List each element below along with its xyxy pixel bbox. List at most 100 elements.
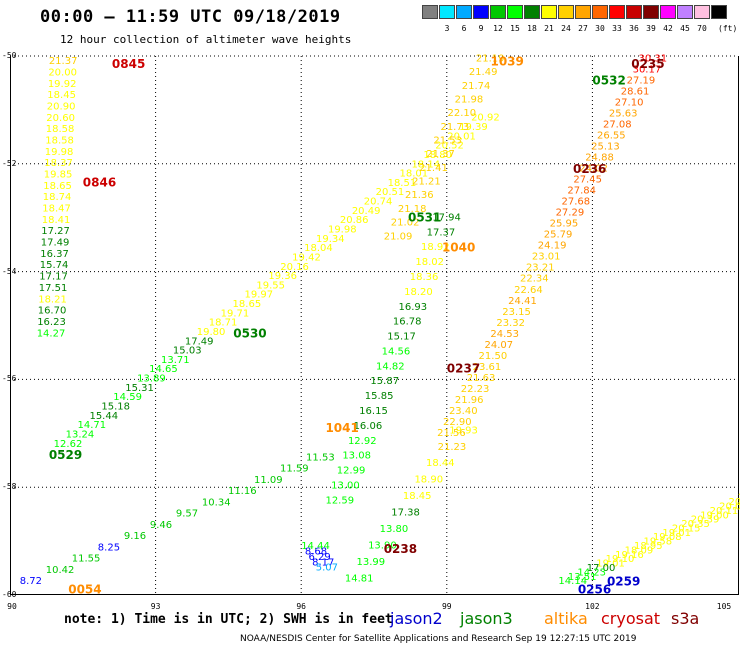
wave-height-value: 11.55 bbox=[72, 554, 101, 565]
wave-height-value: 21.53 bbox=[433, 135, 462, 146]
scale-label: 33 bbox=[612, 24, 622, 33]
wave-height-value: 20.49 bbox=[352, 206, 381, 217]
wave-height-value: 18.95 bbox=[634, 541, 663, 552]
lat-tick-label: -50 bbox=[2, 51, 17, 60]
wave-height-value: 24.19 bbox=[538, 241, 567, 252]
scale-swatch bbox=[711, 5, 727, 19]
wave-height-value: 27.29 bbox=[556, 208, 585, 219]
wave-height-value: 16.23 bbox=[37, 317, 66, 328]
wave-height-value: 21.63 bbox=[467, 373, 496, 384]
scale-swatch bbox=[473, 5, 489, 19]
wave-height-value: 12.99 bbox=[337, 466, 366, 477]
wave-height-value: 19.71 bbox=[221, 308, 250, 319]
wave-height-value: 19.34 bbox=[316, 234, 345, 245]
pass-time-label: 1041 bbox=[325, 421, 358, 435]
wave-height-value: 21.18 bbox=[398, 204, 427, 215]
wave-height-value: 20.74 bbox=[364, 197, 393, 208]
wave-height-value: 13.99 bbox=[356, 557, 385, 568]
wave-height-value: 18.92 bbox=[421, 242, 450, 253]
scale-swatch bbox=[609, 5, 625, 19]
wave-height-value: 27.45 bbox=[573, 175, 602, 186]
wave-height-value: 21.74 bbox=[462, 81, 491, 92]
wave-height-value: 22.64 bbox=[514, 285, 543, 296]
wave-height-value: 12.92 bbox=[348, 436, 377, 447]
scale-swatch bbox=[643, 5, 659, 19]
wave-height-value: 20.35 bbox=[681, 519, 710, 530]
wave-height-value: 15.03 bbox=[173, 346, 202, 357]
wave-height-value: 18.45 bbox=[47, 90, 76, 101]
wave-height-value: 16.37 bbox=[40, 249, 69, 260]
wave-height-value: 10.42 bbox=[46, 565, 75, 576]
wave-height-value: 21.56 bbox=[437, 428, 466, 439]
scale-label: 12 bbox=[493, 24, 503, 33]
wave-height-value: 18.36 bbox=[410, 272, 439, 283]
scale-swatch bbox=[541, 5, 557, 19]
scale-label: 42 bbox=[663, 24, 673, 33]
wave-height-value: 19.85 bbox=[44, 169, 73, 180]
wave-height-value: 25.79 bbox=[544, 230, 573, 241]
lon-tick-label: 105 bbox=[716, 602, 732, 611]
wave-height-value: 20.01 bbox=[447, 131, 476, 142]
lon-tick-label: 102 bbox=[585, 602, 600, 611]
wave-height-value: 23.61 bbox=[473, 362, 502, 373]
pass-time-label: 0845 bbox=[112, 57, 145, 71]
scale-swatch bbox=[507, 5, 523, 19]
wave-height-value: 13.89 bbox=[137, 374, 166, 385]
wave-height-value: 18.58 bbox=[46, 124, 75, 135]
wave-height-value: 21.37 bbox=[426, 149, 455, 160]
lon-tick-label: 90 bbox=[7, 602, 17, 611]
wave-height-value: 19.10 bbox=[606, 554, 635, 565]
wave-height-value: 20.39 bbox=[691, 515, 720, 526]
scale-label: 6 bbox=[461, 24, 467, 33]
wave-height-value: 17.38 bbox=[391, 508, 420, 519]
wave-height-value: 15.74 bbox=[40, 260, 69, 271]
wave-height-value: 21.98 bbox=[455, 94, 484, 105]
wave-height-value: 14.65 bbox=[149, 364, 178, 375]
footer-note: note: 1) Time is in UTC; 2) SWH is in fe… bbox=[64, 612, 393, 627]
scale-swatch bbox=[592, 5, 608, 19]
wave-height-value: 20.11 bbox=[710, 506, 739, 517]
wave-height-value: 18.90 bbox=[414, 475, 443, 486]
lon-tick-label: 93 bbox=[150, 602, 161, 611]
map-title: 00:00 – 11:59 UTC 09/18/2019 bbox=[40, 7, 341, 27]
wave-height-value: 20.92 bbox=[471, 113, 500, 124]
wave-height-value: 21.96 bbox=[455, 395, 484, 406]
wave-height-value: 18.65 bbox=[233, 299, 262, 310]
wave-height-value: 19.08 bbox=[653, 532, 682, 543]
wave-height-value: 22.34 bbox=[520, 274, 549, 285]
wave-height-value: 9.57 bbox=[176, 509, 198, 520]
wave-height-value: 13.08 bbox=[342, 451, 371, 462]
scale-swatch bbox=[626, 5, 642, 19]
wave-height-value: 18.09 bbox=[625, 545, 654, 556]
scale-unit: (ft) bbox=[718, 24, 738, 33]
wave-height-value: 21.73 bbox=[440, 122, 469, 133]
wave-height-value: 20.51 bbox=[376, 187, 405, 198]
wave-height-value: 19.92 bbox=[48, 79, 77, 90]
wave-height-value: 13.90 bbox=[368, 541, 397, 552]
lat-tick-label: -56 bbox=[2, 374, 17, 384]
satellite-jason2: jason2 bbox=[390, 609, 443, 628]
pass-time-label: 0531 bbox=[408, 211, 441, 225]
wave-height-value: 17.94 bbox=[432, 212, 461, 223]
wave-height-value: 21.23 bbox=[438, 442, 467, 453]
wave-height-value: 18.74 bbox=[43, 192, 72, 203]
wave-height-value: 27.10 bbox=[615, 97, 644, 108]
wave-height-value: 24.02 bbox=[579, 164, 608, 175]
pass-time-label: 0237 bbox=[447, 362, 480, 376]
pass-time-label: 0256 bbox=[578, 583, 611, 597]
wave-height-value: 15.85 bbox=[365, 391, 394, 402]
wave-height-value: 11.59 bbox=[280, 464, 309, 475]
wave-height-value: 20.00 bbox=[719, 501, 740, 512]
wave-height-value: 19.98 bbox=[328, 224, 357, 235]
lat-tick-label: -60 bbox=[2, 590, 17, 599]
wave-height-value: 27.84 bbox=[567, 186, 596, 197]
wave-height-value: 17.49 bbox=[185, 336, 214, 347]
wave-height-value: 14.82 bbox=[376, 361, 405, 372]
pass-time-label: 0054 bbox=[68, 583, 101, 597]
wave-height-value: 9.16 bbox=[124, 531, 146, 542]
scale-swatch bbox=[694, 5, 710, 19]
wave-height-value: 21.50 bbox=[479, 351, 508, 362]
wave-height-value: 20.27 bbox=[738, 493, 740, 504]
wave-height-value: 18.80 bbox=[423, 150, 452, 161]
wave-height-value: 18.45 bbox=[403, 491, 432, 502]
